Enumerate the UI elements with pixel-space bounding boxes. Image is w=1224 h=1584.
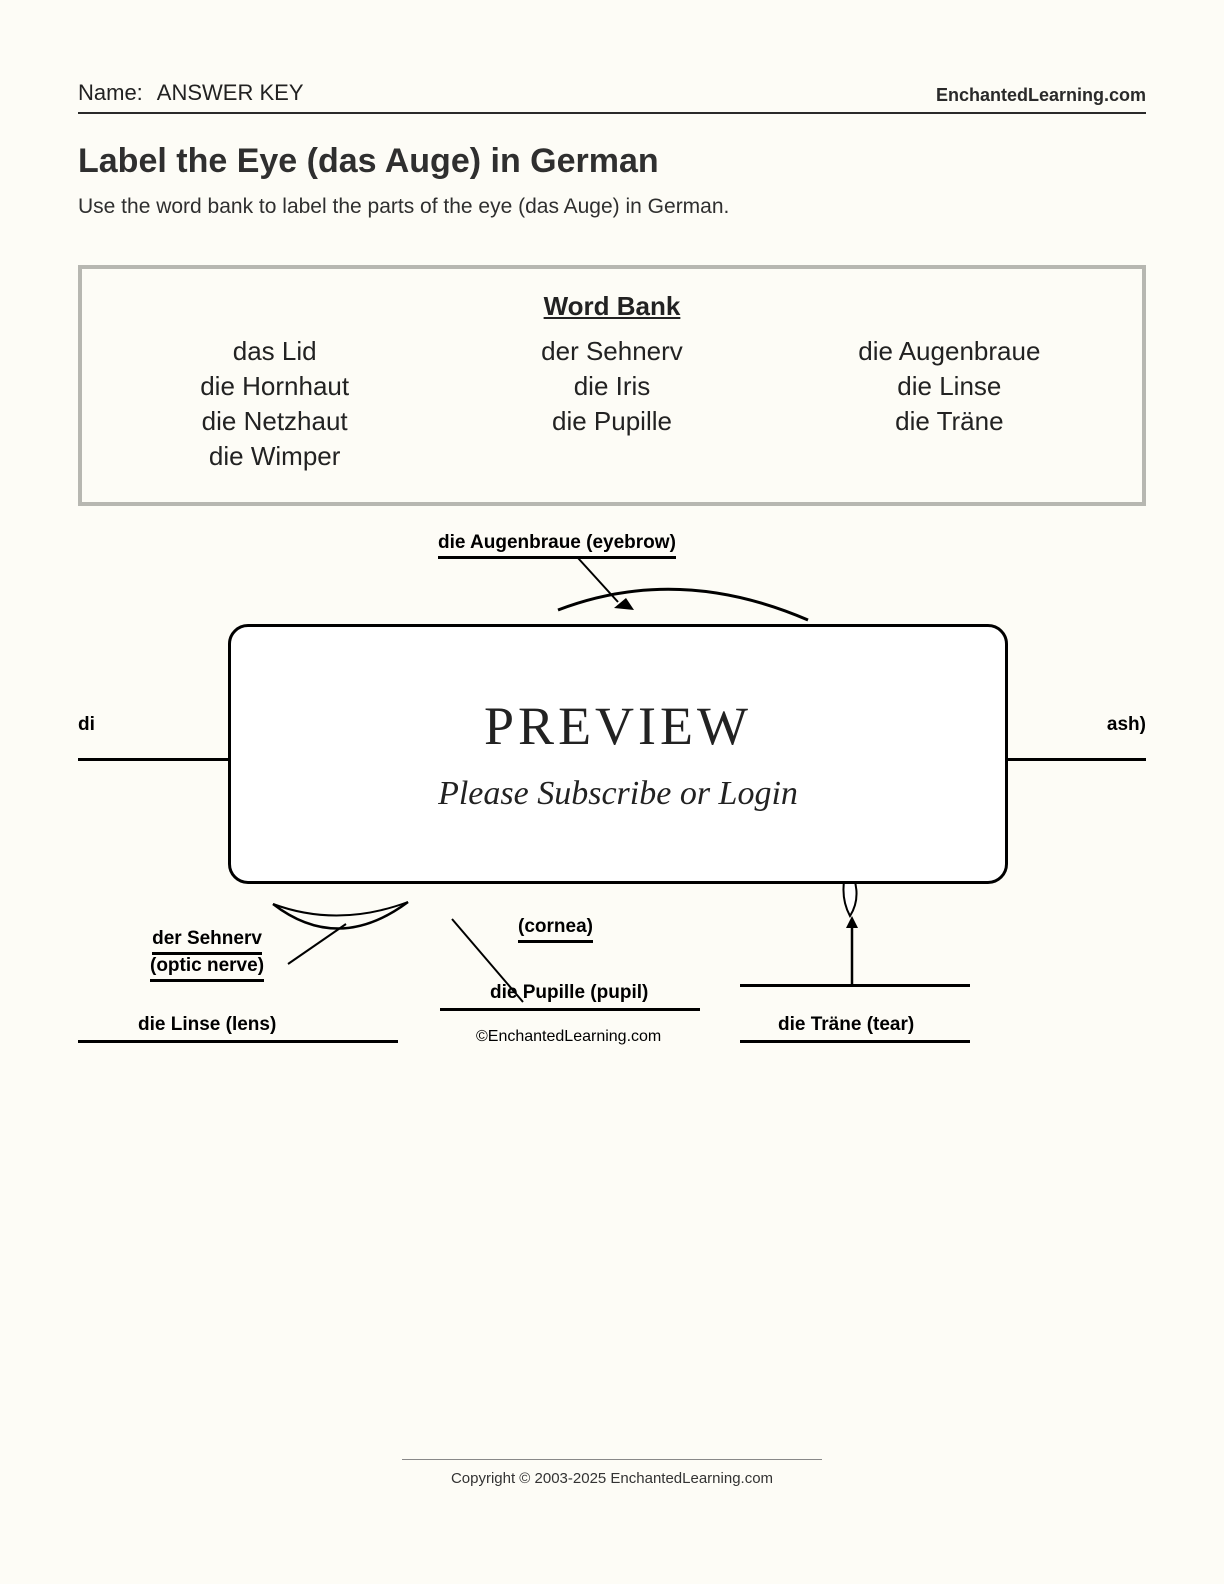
name-label: Name: [78,80,143,106]
word-bank-item: die Netzhaut [116,406,433,437]
footer: Copyright © 2003-2025 EnchantedLearning.… [0,1459,1224,1488]
label-linse: die Linse (lens) [138,1014,276,1036]
label-traene-text: die Träne (tear) [778,1014,914,1035]
preview-overlay: PREVIEW Please Subscribe or Login [228,624,1008,884]
word-bank-item: das Lid [116,336,433,367]
label-augenbraue: die Augenbraue (eyebrow) [438,532,676,559]
word-bank: Word Bank das Lid der Sehnerv die Augenb… [78,265,1146,506]
word-bank-item: die Iris [453,371,770,402]
name-field: Name: ANSWER KEY [78,80,304,106]
word-bank-item: die Augenbraue [791,336,1108,367]
label-linse-text: die Linse (lens) [138,1014,276,1035]
label-augenbraue-text: die Augenbraue (eyebrow) [438,532,676,559]
rule-left [78,758,228,761]
label-cornea-text: (cornea) [518,916,593,943]
label-traene: die Träne (tear) [778,1014,914,1036]
word-bank-item: die Wimper [116,441,433,472]
word-bank-item [791,441,1108,472]
word-bank-title: Word Bank [116,291,1108,322]
label-pupille-text: die Pupille (pupil) [490,982,648,1003]
name-value: ANSWER KEY [157,80,304,106]
preview-subtitle: Please Subscribe or Login [438,775,798,813]
word-bank-item: die Linse [791,371,1108,402]
label-sehnerv-l2: (optic nerve) [150,955,264,982]
site-link[interactable]: EnchantedLearning.com [936,85,1146,106]
header: Name: ANSWER KEY EnchantedLearning.com [78,80,1146,114]
rule-traene-upper [740,984,970,987]
label-right-partial: ash) [1107,714,1146,736]
word-bank-item: die Pupille [453,406,770,437]
footer-text: Copyright © 2003-2025 EnchantedLearning.… [402,1459,822,1487]
label-sehnerv-l1: der Sehnerv [152,928,262,955]
word-bank-grid: das Lid der Sehnerv die Augenbraue die H… [116,336,1108,472]
word-bank-item: die Hornhaut [116,371,433,402]
word-bank-item [453,441,770,472]
rule-right [1006,758,1146,761]
word-bank-item: die Träne [791,406,1108,437]
label-cornea: (cornea) [518,916,593,943]
label-left-partial: di [78,714,95,736]
rule-pupille [440,1008,700,1011]
word-bank-item: der Sehnerv [453,336,770,367]
diagram-copyright: ©EnchantedLearning.com [476,1028,661,1046]
page-title: Label the Eye (das Auge) in German [78,142,1146,181]
preview-title: PREVIEW [484,695,752,757]
label-sehnerv: der Sehnerv (optic nerve) [150,928,264,982]
label-pupille: die Pupille (pupil) [490,982,648,1004]
instructions: Use the word bank to label the parts of … [78,195,1146,219]
rule-linse [78,1040,398,1043]
rule-traene [740,1040,970,1043]
diagram-area: die Augenbraue (eyebrow) di ash) [78,524,1146,1084]
